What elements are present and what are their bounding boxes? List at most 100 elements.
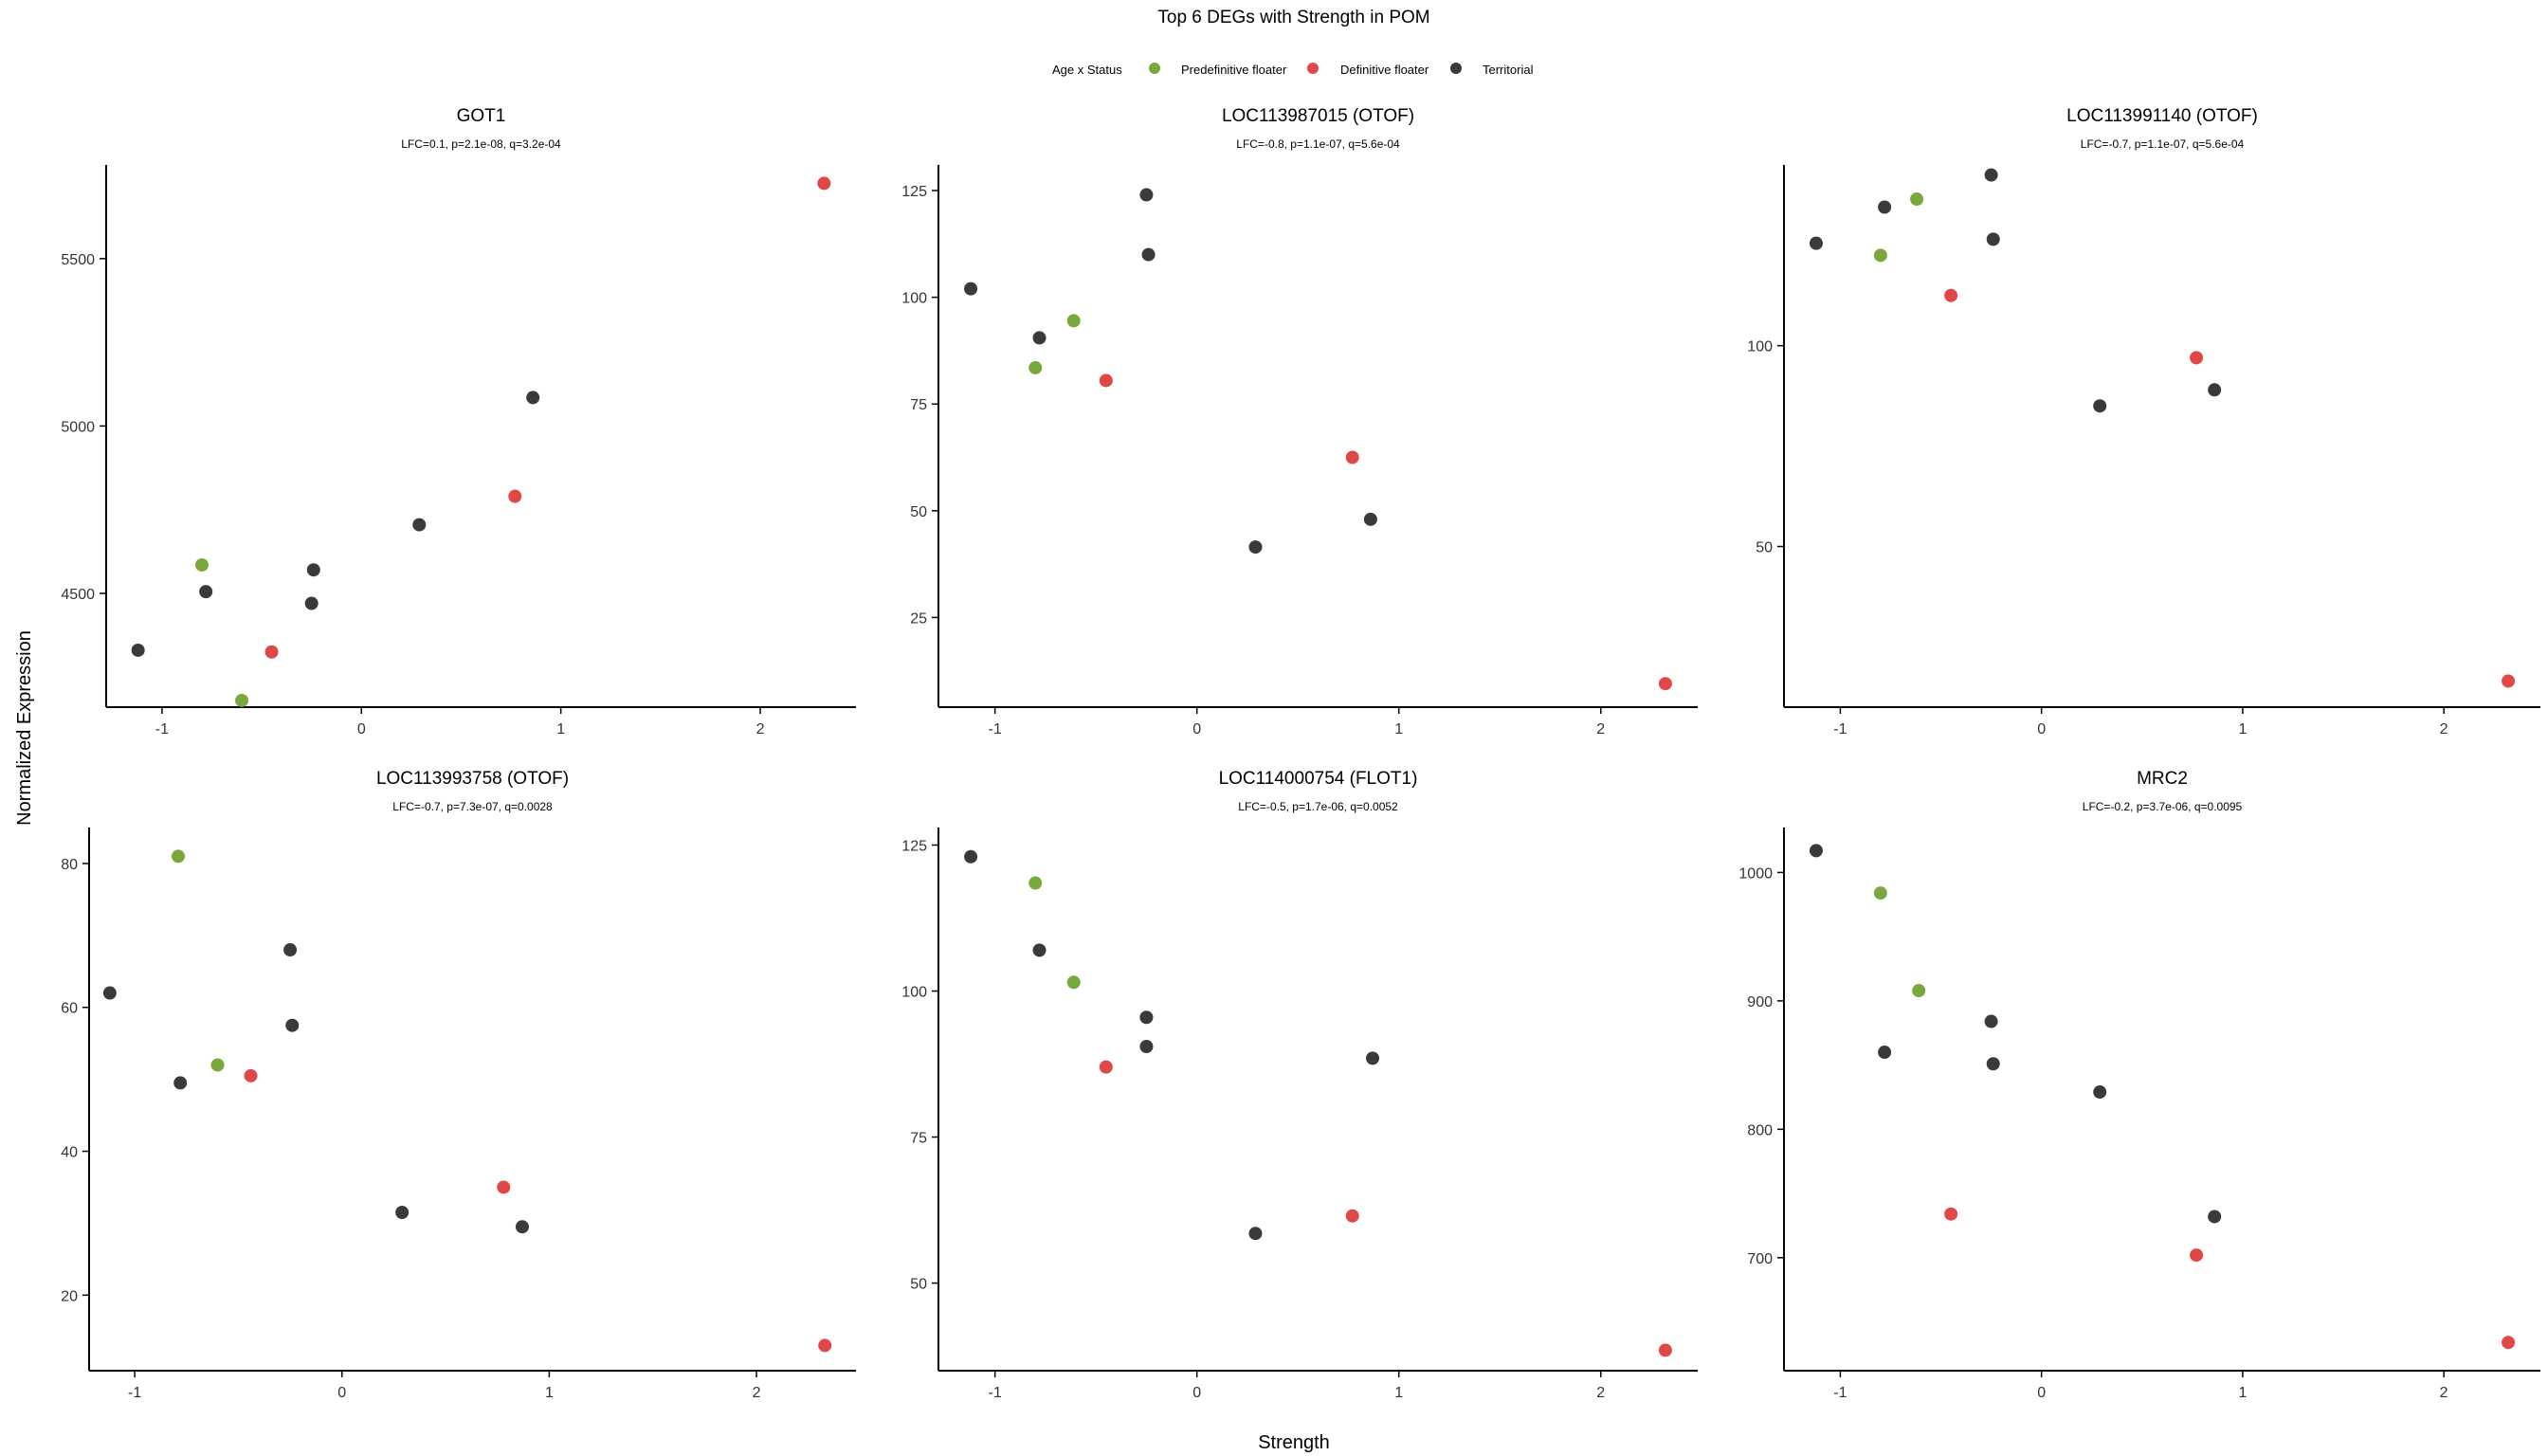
y-tick-label: 75 [910, 1131, 927, 1147]
x-tick-label: 2 [2440, 1385, 2448, 1401]
y-tick-label: 50 [910, 1277, 927, 1293]
data-point [131, 643, 145, 657]
x-tick-label: -1 [128, 1385, 141, 1401]
data-point [1910, 192, 1924, 207]
legend-title: Age x Status [1052, 63, 1122, 77]
data-point [526, 391, 540, 405]
x-tick-label: 0 [2037, 721, 2046, 737]
y-tick-label: 25 [910, 610, 927, 627]
data-point [2190, 1248, 2204, 1263]
y-tick-label: 5000 [61, 419, 95, 435]
data-point [1345, 1209, 1359, 1223]
data-point [1248, 540, 1263, 555]
y-tick-label: 40 [61, 1145, 78, 1161]
data-point [2208, 1210, 2222, 1224]
legend-key-territorial [1450, 63, 1462, 74]
x-tick-label: 0 [1192, 1385, 1201, 1401]
data-point [818, 1338, 832, 1353]
x-tick-label: 2 [2440, 721, 2448, 737]
data-point [199, 585, 213, 599]
panel-subtitle: LFC=-0.2, p=3.7e-06, q=0.0095 [2083, 800, 2243, 813]
legend-key-predefinitive [1149, 63, 1160, 74]
data-point [283, 943, 298, 957]
panel-4: LOC113993758 (OTOF) LFC=-0.7, p=7.3e-07, … [61, 769, 856, 1401]
panel-subtitle: LFC=-0.7, p=1.1e-07, q=5.6e-04 [2081, 137, 2245, 151]
data-point [1032, 331, 1046, 345]
panel-title: MRC2 [2137, 769, 2188, 789]
data-point [210, 1058, 225, 1072]
data-point [1066, 975, 1081, 990]
data-point [1984, 1014, 1998, 1028]
data-point [172, 849, 186, 864]
data-point [1141, 247, 1156, 262]
y-tick-label: 1000 [1738, 865, 1773, 882]
data-point [395, 1206, 410, 1220]
data-point [1139, 1010, 1154, 1025]
data-point [102, 986, 117, 1000]
y-axis-label: Normalized Expression [14, 630, 35, 826]
data-point [1912, 984, 1926, 998]
y-tick-label: 700 [1747, 1251, 1773, 1267]
data-point [2502, 674, 2516, 688]
data-point [1139, 188, 1154, 202]
x-axis-label: Strength [1258, 1432, 1330, 1453]
data-point [194, 557, 209, 572]
x-tick-label: 2 [756, 721, 765, 737]
panel-5: LOC114000754 (FLOT1) LFC=-0.5, p=1.7e-06,… [901, 769, 1698, 1401]
data-point [2502, 1336, 2516, 1350]
y-tick-label: 100 [1747, 339, 1773, 355]
data-point [173, 1076, 188, 1090]
x-tick-label: 1 [1394, 1385, 1403, 1401]
x-tick-label: 0 [357, 721, 366, 737]
panel-title: LOC113993758 (OTOF) [376, 769, 569, 789]
data-point [1363, 512, 1377, 526]
data-point [2093, 1085, 2107, 1100]
data-point [1878, 200, 1892, 214]
data-point [1248, 1227, 1263, 1241]
y-tick-label: 125 [901, 838, 927, 854]
data-point [304, 596, 318, 610]
data-point [2208, 383, 2222, 397]
data-point [1028, 876, 1043, 890]
x-tick-label: -1 [989, 1385, 1002, 1401]
x-tick-label: -1 [1833, 1385, 1847, 1401]
data-point [235, 693, 249, 707]
panel-6: MRC2 LFC=-0.2, p=3.7e-06, q=0.0095 -1 0 1 2 70… [1738, 769, 2540, 1401]
data-point [515, 1220, 529, 1234]
x-tick-label: 1 [2238, 1385, 2247, 1401]
data-point [817, 176, 831, 191]
data-point [1345, 450, 1359, 464]
legend-label-territorial: Territorial [1483, 63, 1534, 77]
data-point [1139, 1040, 1154, 1054]
data-point [1809, 844, 1823, 858]
y-tick-label: 125 [901, 184, 927, 200]
panel-subtitle: LFC=-0.7, p=7.3e-07, q=0.0028 [392, 800, 553, 813]
data-point [1809, 236, 1823, 250]
panel-title: GOT1 [457, 106, 506, 126]
data-point [508, 489, 522, 503]
data-point [412, 518, 427, 532]
y-tick-label: 100 [901, 985, 927, 1001]
y-tick-label: 5500 [61, 252, 95, 268]
data-point [1878, 1046, 1892, 1060]
panel-subtitle: LFC=0.1, p=2.1e-08, q=3.2e-04 [401, 137, 561, 151]
data-point [1366, 1051, 1380, 1065]
panel-1: GOT1 LFC=0.1, p=2.1e-08, q=3.2e-04 -1 0 1 2 45… [61, 106, 856, 737]
legend-label-predefinitive: Predefinitive floater [1181, 63, 1287, 77]
data-point [1028, 360, 1043, 374]
panel-subtitle: LFC=-0.8, p=1.1e-07, q=5.6e-04 [1236, 137, 1400, 151]
y-tick-label: 75 [910, 397, 927, 413]
x-tick-label: 2 [1596, 721, 1605, 737]
y-tick-label: 50 [1756, 540, 1773, 556]
x-tick-label: 1 [545, 1385, 554, 1401]
data-point [1944, 1207, 1958, 1221]
y-tick-label: 4500 [61, 587, 95, 603]
x-tick-label: 0 [1192, 721, 1201, 737]
figure-title: Top 6 DEGs with Strength in POM [1157, 8, 1429, 27]
data-point [1944, 288, 1958, 302]
data-point [306, 563, 320, 577]
x-tick-label: -1 [1833, 721, 1847, 737]
data-point [1984, 168, 1998, 182]
y-tick-label: 20 [61, 1288, 78, 1304]
